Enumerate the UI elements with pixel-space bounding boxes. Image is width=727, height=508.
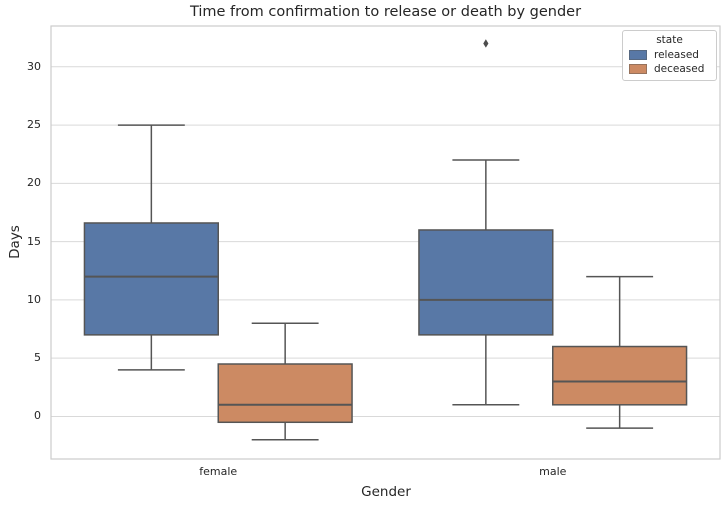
x-tick-label-male: male: [539, 465, 567, 478]
legend-label-deceased: deceased: [654, 63, 705, 75]
x-axis-label: Gender: [361, 484, 411, 500]
x-tick-label-female: female: [199, 465, 238, 478]
legend: state released deceased: [622, 30, 717, 81]
legend-item-deceased: deceased: [623, 62, 716, 76]
y-tick-label-25: 25: [27, 118, 41, 132]
box-released-female: [83, 222, 219, 336]
box-deceased-male: [552, 345, 688, 406]
legend-item-released: released: [623, 48, 716, 62]
y-tick-label-5: 5: [34, 351, 41, 365]
legend-title: state: [656, 34, 683, 46]
chart-title: Time from confirmation to release or dea…: [189, 4, 582, 20]
y-tick-label-0: 0: [34, 409, 41, 423]
y-tick-label-15: 15: [27, 234, 41, 248]
legend-swatch-released: [629, 50, 647, 60]
y-tick-label-30: 30: [27, 59, 41, 73]
y-tick-label-20: 20: [27, 176, 41, 190]
box-released-male: [418, 229, 554, 336]
outlier-released-male: [483, 39, 489, 48]
legend-swatch-deceased: [629, 64, 647, 74]
y-tick-label-10: 10: [27, 292, 41, 306]
axes-border: [50, 25, 721, 460]
legend-label-released: released: [654, 49, 699, 61]
box-deceased-female: [217, 363, 353, 424]
